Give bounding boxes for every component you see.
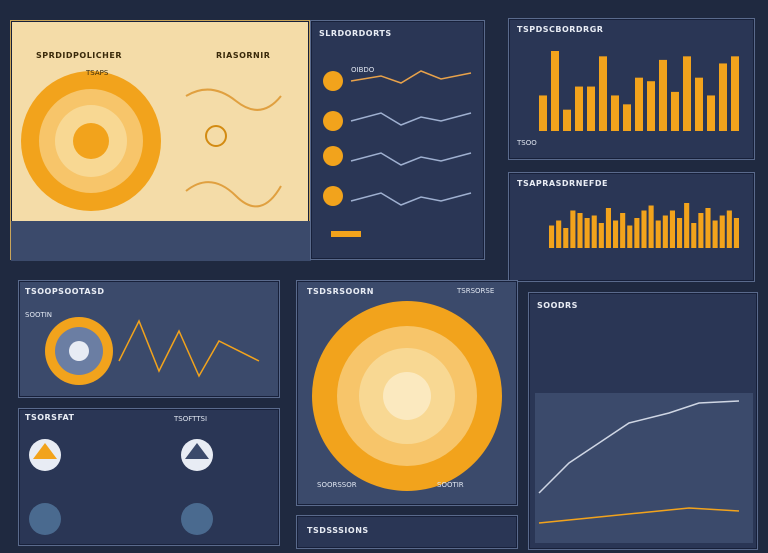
bar [599, 56, 607, 132]
bar [605, 208, 611, 248]
bar [591, 215, 597, 248]
bar-chart-panel: TSPDSCBORDRGR TSOO [508, 18, 755, 160]
bar [570, 210, 576, 248]
bar [577, 213, 583, 248]
bar [613, 220, 619, 248]
overview-graphic [11, 71, 311, 261]
footer-panel: TSDSSSIONS [296, 515, 518, 549]
bar [659, 59, 667, 132]
bar [707, 95, 715, 131]
bar [705, 208, 711, 248]
pie-panel: TSOOPSOOTASD SOOTIN [18, 280, 280, 398]
bar [719, 215, 725, 248]
bar [598, 223, 604, 248]
overview-panel: SPRDIDPOLICHER RIASORNIR TSAPS [10, 20, 311, 261]
bar [611, 95, 619, 131]
bar [575, 86, 583, 131]
line-chart [535, 393, 753, 543]
bar [623, 104, 631, 131]
footer-title: TSDSSSIONS [307, 526, 369, 535]
bar [684, 203, 690, 248]
bar [620, 213, 626, 248]
overview-title: SPRDIDPOLICHER [36, 51, 122, 60]
bar [556, 220, 562, 248]
radial-item-2: SOOTIR [437, 481, 464, 489]
bar [726, 210, 732, 248]
histogram-chart [549, 203, 739, 248]
line-chart-title: SOODRS [537, 301, 578, 310]
list-label: OIBDO [351, 66, 375, 74]
list-graphic [323, 70, 472, 237]
bar-chart-label: TSOO [517, 139, 537, 147]
bar-chart-title: TSPDSCBORDRGR [517, 25, 604, 34]
bar [662, 215, 668, 248]
histogram-panel: TSAPRASDRNEFDE [508, 172, 755, 282]
radial-title: TSDSRSOORN [307, 287, 374, 296]
pie-label: SOOTIN [25, 311, 53, 319]
bar [733, 218, 739, 248]
bar [539, 95, 547, 131]
list-panel: SLRDORDORTS OIBDO [310, 20, 485, 260]
bar [563, 228, 569, 248]
overview-subtitle: RIASORNIR [216, 51, 271, 60]
bar [549, 225, 555, 248]
stat-list-panel: TSORSFAT TSOFTTSI [18, 408, 280, 546]
bar [655, 220, 661, 248]
bar [669, 210, 675, 248]
bar [719, 63, 727, 131]
bar [731, 56, 739, 132]
bar [677, 218, 683, 248]
bar [671, 91, 679, 131]
pie-chart [45, 317, 260, 385]
radial-label: TSRSORSE [457, 287, 495, 295]
radial-panel: TSDSRSOORN TSRSORSE SOORSSOR SOOTIR [296, 280, 518, 506]
bar-chart [539, 51, 739, 132]
stat-list-title: TSORSFAT [25, 413, 75, 422]
bar [698, 213, 704, 248]
bar [634, 218, 640, 248]
line-chart-panel: SOODRS [528, 292, 758, 550]
pie-title: TSOOPSOOTASD [25, 287, 105, 296]
histogram-title: TSAPRASDRNEFDE [517, 179, 608, 188]
bar [627, 225, 633, 248]
bar [712, 220, 718, 248]
overview-tag: TSAPS [86, 69, 109, 77]
bar [587, 86, 595, 131]
bar [635, 77, 643, 131]
bar [641, 210, 647, 248]
bar [695, 77, 703, 131]
bar [691, 223, 697, 248]
bar [647, 81, 655, 131]
list-title: SLRDORDORTS [319, 29, 392, 38]
bar [648, 205, 654, 248]
bar [563, 109, 571, 131]
bar [584, 218, 590, 248]
radial-chart [312, 301, 502, 491]
bar [683, 56, 691, 132]
bar [551, 51, 559, 131]
radial-item-1: SOORSSOR [317, 481, 357, 489]
stat-list-graphic [29, 439, 213, 535]
stat-list-label: TSOFTTSI [174, 415, 208, 423]
